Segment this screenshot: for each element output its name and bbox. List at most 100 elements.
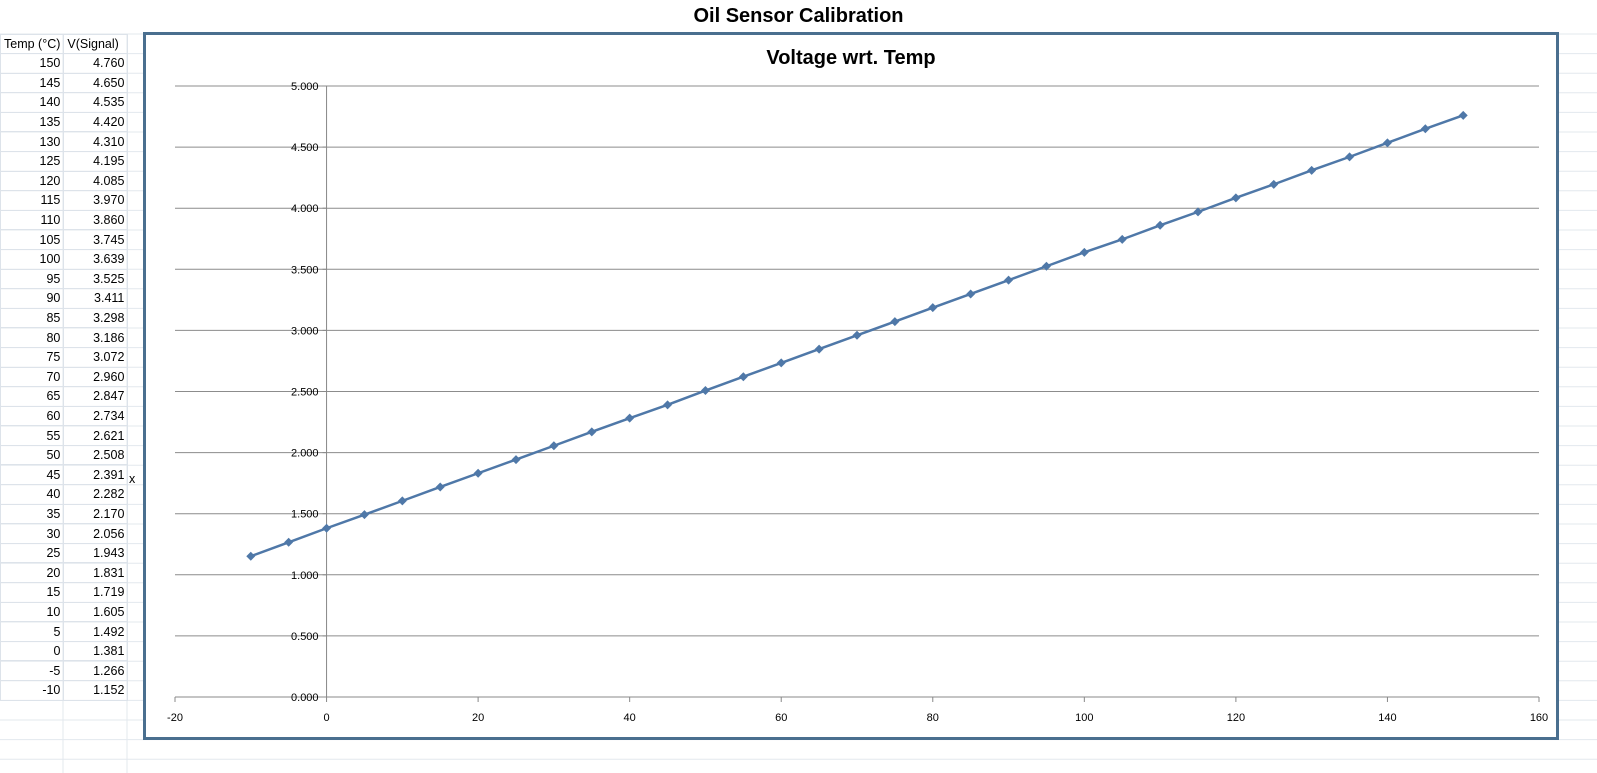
temp-cell[interactable]: 40 (0, 484, 65, 505)
voltage-cell[interactable]: 3.745 (63, 229, 129, 250)
data-point[interactable] (700, 386, 710, 396)
voltage-cell[interactable]: 1.492 (63, 621, 129, 642)
temp-cell[interactable]: 75 (0, 346, 65, 368)
temp-cell[interactable]: 60 (0, 405, 65, 427)
temp-cell[interactable]: 20 (0, 562, 65, 584)
voltage-cell[interactable]: 1.152 (63, 680, 129, 701)
voltage-cell[interactable]: 4.195 (63, 150, 129, 172)
voltage-cell[interactable]: 2.282 (63, 484, 129, 505)
voltage-cell[interactable]: 4.535 (63, 92, 129, 113)
voltage-cell[interactable]: 2.391 (63, 464, 129, 486)
data-point[interactable] (625, 413, 635, 423)
data-point[interactable] (397, 496, 407, 506)
temp-cell[interactable]: 115 (0, 190, 65, 211)
voltage-cell[interactable]: 3.186 (63, 327, 129, 348)
temp-cell[interactable]: 130 (0, 131, 65, 152)
temp-cell[interactable]: 100 (0, 248, 65, 270)
temp-cell[interactable]: 0 (0, 640, 65, 662)
voltage-cell[interactable]: 4.760 (63, 53, 129, 74)
temp-cell[interactable]: 70 (0, 366, 65, 388)
temp-cell[interactable]: 120 (0, 170, 65, 192)
data-point[interactable] (1193, 207, 1203, 217)
data-point[interactable] (1345, 152, 1355, 162)
voltage-cell[interactable]: 4.310 (63, 131, 129, 152)
data-point[interactable] (890, 317, 900, 327)
voltage-cell[interactable]: 2.170 (63, 503, 129, 525)
voltage-cell[interactable]: 1.381 (63, 640, 129, 662)
data-point[interactable] (1155, 220, 1165, 230)
voltage-cell[interactable]: 1.266 (63, 660, 129, 681)
data-point[interactable] (587, 427, 597, 437)
voltage-cell[interactable]: 2.734 (63, 405, 129, 427)
temp-cell[interactable]: 30 (0, 523, 65, 544)
voltage-cell[interactable]: 3.072 (63, 346, 129, 368)
data-point[interactable] (1079, 247, 1089, 257)
voltage-cell[interactable]: 2.960 (63, 366, 129, 388)
data-point[interactable] (738, 372, 748, 382)
voltage-cell[interactable]: 3.411 (63, 288, 129, 309)
temp-cell[interactable]: 140 (0, 92, 65, 113)
temp-cell[interactable]: 95 (0, 268, 65, 290)
data-point[interactable] (435, 482, 445, 492)
data-point[interactable] (322, 523, 332, 533)
voltage-cell[interactable]: 2.847 (63, 386, 129, 407)
data-point[interactable] (1458, 110, 1468, 120)
voltage-cell[interactable]: 2.621 (63, 425, 129, 446)
temp-cell[interactable]: 105 (0, 229, 65, 250)
temp-cell[interactable]: 145 (0, 72, 65, 94)
data-point[interactable] (663, 400, 673, 410)
temp-cell[interactable]: 25 (0, 542, 65, 564)
data-point[interactable] (852, 330, 862, 340)
data-point[interactable] (1307, 165, 1317, 175)
column-header-voltage[interactable]: V(Signal) (63, 34, 129, 54)
temp-cell[interactable]: 80 (0, 327, 65, 348)
temp-cell[interactable]: 85 (0, 307, 65, 329)
data-point[interactable] (966, 289, 976, 299)
temp-cell[interactable]: 110 (0, 209, 65, 231)
voltage-cell[interactable]: 2.056 (63, 523, 129, 544)
data-point[interactable] (1117, 234, 1127, 244)
column-header-temp[interactable]: Temp (°C) (0, 34, 65, 54)
voltage-cell[interactable]: 1.605 (63, 601, 129, 623)
voltage-cell[interactable]: 4.650 (63, 72, 129, 94)
data-point[interactable] (473, 468, 483, 478)
voltage-cell[interactable]: 3.970 (63, 190, 129, 211)
data-point[interactable] (1231, 193, 1241, 203)
data-point[interactable] (359, 510, 369, 520)
temp-cell[interactable]: 65 (0, 386, 65, 407)
data-point[interactable] (1041, 261, 1051, 271)
voltage-cell[interactable]: 1.831 (63, 562, 129, 584)
temp-cell[interactable]: 55 (0, 425, 65, 446)
data-point[interactable] (1420, 124, 1430, 134)
data-point[interactable] (246, 551, 256, 561)
temp-cell[interactable]: -5 (0, 660, 65, 681)
chart-area[interactable]: Voltage wrt. Temp 0.000 0.500 1.000 1.500 2.… (143, 32, 1559, 740)
voltage-cell[interactable]: 1.943 (63, 542, 129, 564)
voltage-cell[interactable]: 4.420 (63, 111, 129, 133)
temp-cell[interactable]: 45 (0, 464, 65, 486)
data-point[interactable] (814, 344, 824, 354)
data-point[interactable] (1269, 179, 1279, 189)
temp-cell[interactable]: 135 (0, 111, 65, 133)
data-point[interactable] (549, 441, 559, 451)
voltage-cell[interactable]: 3.860 (63, 209, 129, 231)
temp-cell[interactable]: 50 (0, 444, 65, 466)
temp-cell[interactable]: 90 (0, 288, 65, 309)
temp-cell[interactable]: 10 (0, 601, 65, 623)
temp-cell[interactable]: 125 (0, 150, 65, 172)
voltage-cell[interactable]: 3.525 (63, 268, 129, 290)
voltage-cell[interactable]: 4.085 (63, 170, 129, 192)
temp-cell[interactable]: 150 (0, 53, 65, 74)
voltage-cell[interactable]: 3.639 (63, 248, 129, 270)
temp-cell[interactable]: 5 (0, 621, 65, 642)
data-point[interactable] (1382, 138, 1392, 148)
data-series[interactable] (246, 110, 1468, 561)
data-point[interactable] (284, 537, 294, 547)
data-point[interactable] (1004, 275, 1014, 285)
cell-note[interactable]: x (129, 472, 136, 486)
temp-cell[interactable]: 35 (0, 503, 65, 525)
temp-cell[interactable]: -10 (0, 680, 65, 701)
voltage-cell[interactable]: 3.298 (63, 307, 129, 329)
voltage-cell[interactable]: 1.719 (63, 582, 129, 603)
voltage-cell[interactable]: 2.508 (63, 444, 129, 466)
